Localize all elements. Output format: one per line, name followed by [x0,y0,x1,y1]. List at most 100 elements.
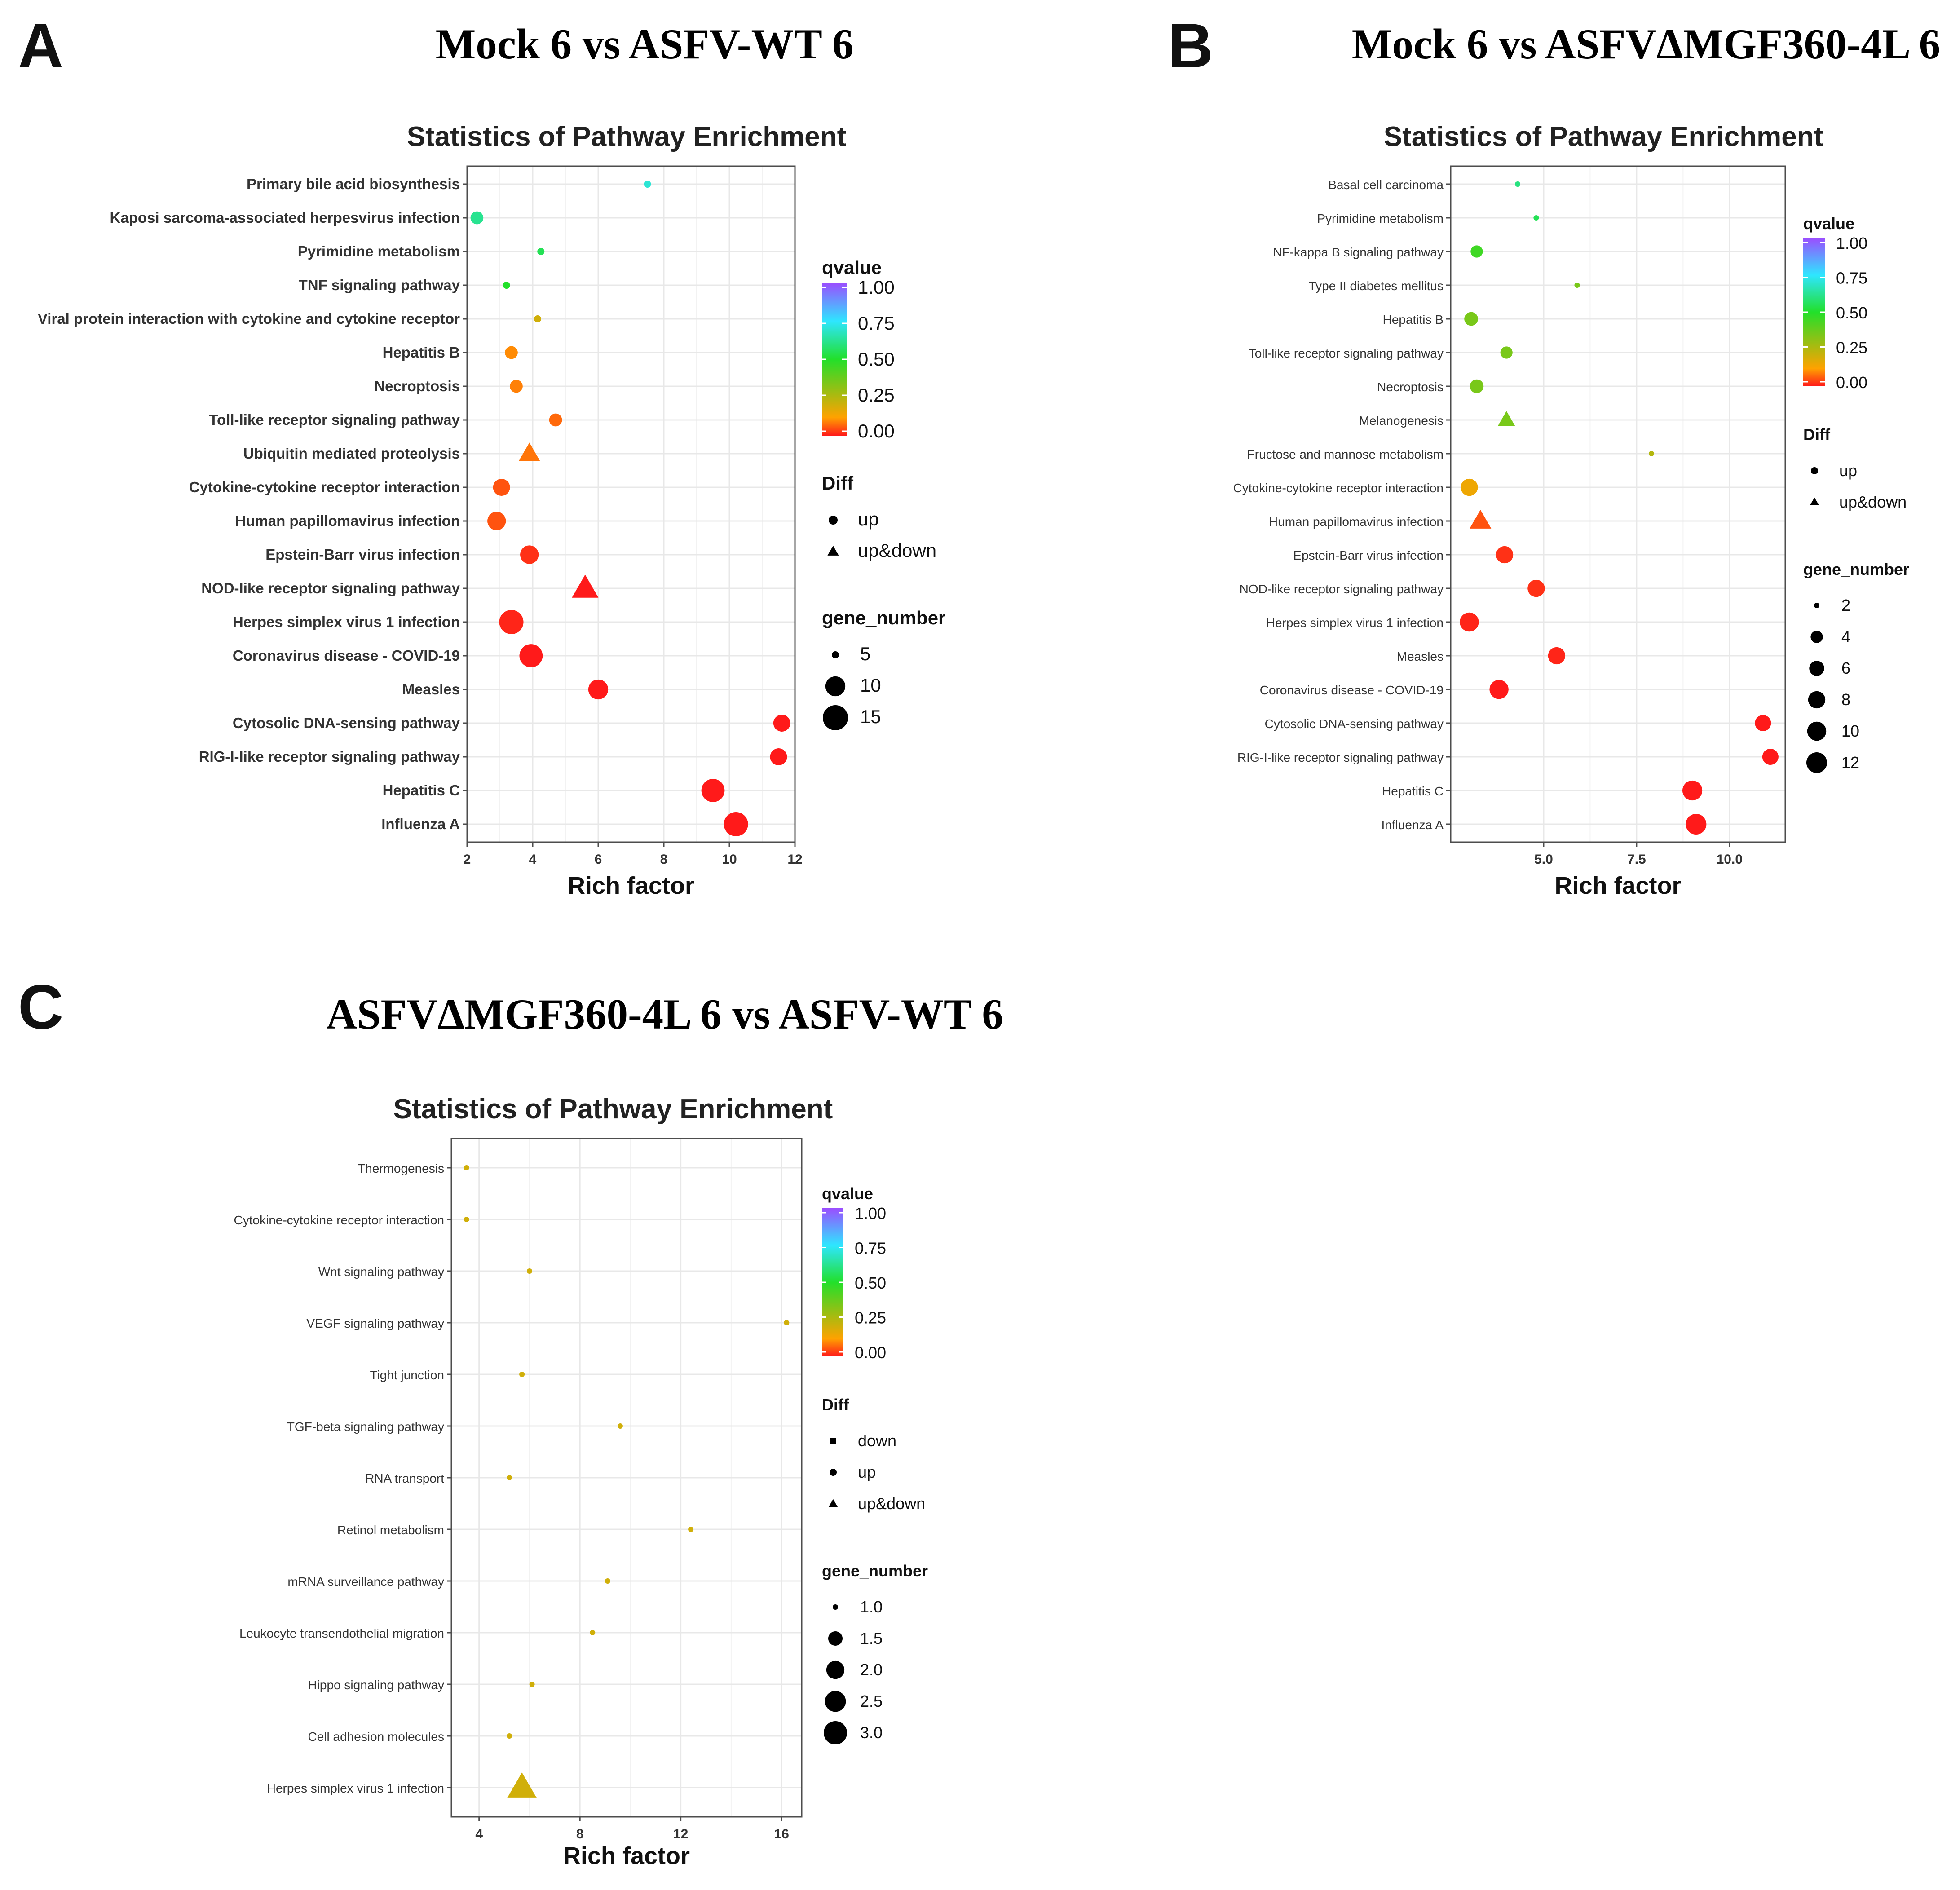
legend-size-marker [1808,691,1826,709]
category-label: Coronavirus disease - COVID-19 [1260,683,1444,697]
data-point [1682,780,1703,801]
legend-diff-title: Diff [822,472,854,494]
category-label: Toll-like receptor signaling pathway [1249,346,1444,360]
data-point [520,545,539,564]
data-point [518,442,540,461]
colorbar-tick-label: 0.25 [855,1309,886,1327]
category-label: Kaposi sarcoma-associated herpesvirus in… [110,209,460,226]
x-axis-title: Rich factor [1554,872,1681,899]
category-label: Necroptosis [1377,380,1444,394]
category-label: Coronavirus disease - COVID-19 [233,647,460,664]
data-point [1464,312,1478,326]
data-point [503,282,510,289]
legend-qvalue-title: qvalue [822,1184,873,1203]
legend-size-label: 1.0 [860,1598,883,1616]
legend-size-marker [826,1660,845,1679]
x-tick-label: 4 [529,852,537,867]
data-points [464,1165,790,1798]
category-label: RNA transport [365,1471,444,1485]
category-label: Necroptosis [374,378,460,394]
legend-qvalue-title: qvalue [822,257,882,278]
x-tick-label: 8 [660,852,668,867]
data-point [1460,612,1479,632]
data-point [1533,215,1539,221]
data-point [724,812,748,836]
category-label: Hepatitis B [383,344,460,361]
colorbar-tick-label: 0.75 [858,313,895,334]
data-point [1527,579,1545,597]
data-point [507,1733,512,1739]
legend-diff-marker [830,1469,837,1476]
category-label: Cytokine-cytokine receptor interaction [234,1213,444,1227]
category-label: Tight junction [370,1368,445,1382]
legend-diff-marker [828,1499,838,1507]
legend-diff-title: Diff [1803,425,1831,444]
category-label: NOD-like receptor signaling pathway [201,580,460,596]
data-points [1460,181,1779,835]
colorbar-tick-label: 0.00 [855,1343,886,1362]
x-tick-label: 4 [475,1827,483,1841]
data-point [1574,283,1580,288]
panel-letter: B [1168,10,1213,81]
category-label: Toll-like receptor signaling pathway [209,411,460,428]
category-label: Viral protein interaction with cytokine … [38,310,460,327]
category-label: TGF-beta signaling pathway [287,1420,444,1434]
data-point [1649,451,1654,456]
legend-size-label: 10 [1841,722,1859,740]
colorbar-tick-label: 0.75 [855,1239,886,1258]
colorbar-tick-label: 1.00 [1836,234,1867,252]
category-label: Hippo signaling pathway [308,1678,444,1692]
category-label: Human papillomavirus infection [1269,515,1444,529]
panel-c: C ASFVΔMGF360-4L 6 vs ASFV-WT 6 Statistics… [18,971,1003,1869]
legend-size-marker [1806,752,1827,773]
category-label: Pyrimidine metabolism [298,243,460,260]
legend-diff-label: down [858,1431,896,1450]
category-label: Type II diabetes mellitus [1309,279,1444,293]
category-label: Herpes simplex virus 1 infection [267,1781,444,1795]
plot-title: Statistics of Pathway Enrichment [1384,121,1823,152]
category-label: Ubiquitin mediated proteolysis [243,445,460,462]
data-point [507,1772,537,1798]
data-point [526,1268,532,1274]
legend-size-marker [1814,603,1819,608]
panel-heading: Mock 6 vs ASFV-WT 6 [436,20,854,68]
data-point [773,715,790,732]
category-label: Herpes simplex virus 1 infection [233,614,460,630]
legend-size-marker [825,1691,846,1712]
x-tick-label: 2 [464,852,471,867]
category-label: VEGF signaling pathway [306,1316,444,1330]
category-label: Influenza A [1381,818,1444,832]
legend-size-marker [1810,631,1823,643]
category-label: Epstein-Barr virus infection [265,546,460,563]
data-point [588,679,609,700]
x-tick-label: 12 [673,1827,688,1841]
category-label: Measles [402,681,460,698]
legend-diff-marker [830,1438,836,1444]
category-label: Epstein-Barr virus infection [1293,548,1444,562]
panel-letter: A [18,10,63,81]
x-tick-label: 10.0 [1717,852,1743,867]
data-point [519,1372,525,1377]
data-point [1548,647,1566,665]
x-tick-label: 7.5 [1627,852,1646,867]
legend-size-title: gene_number [1803,560,1909,578]
grid [1451,166,1785,842]
data-point [519,644,543,667]
category-label: Cytosolic DNA-sensing pathway [1265,717,1444,731]
colorbar-tick-label: 0.00 [858,420,895,442]
category-label: Hepatitis C [1382,784,1444,798]
category-label: Cytokine-cytokine receptor interaction [189,479,460,495]
colorbar-tick-label: 0.25 [1836,339,1867,357]
x-axis-title: Rich factor [563,1842,690,1869]
data-point [770,748,787,765]
legend-size-label: 1.5 [860,1629,883,1647]
legend-size-marker [833,1604,838,1610]
legend-size-marker [824,1721,847,1744]
category-label: Cytokine-cytokine receptor interaction [1233,481,1444,495]
data-point [590,1630,596,1635]
category-label: Thermogenesis [358,1161,444,1175]
data-point [507,1475,512,1480]
legend-size-label: 15 [860,706,881,727]
